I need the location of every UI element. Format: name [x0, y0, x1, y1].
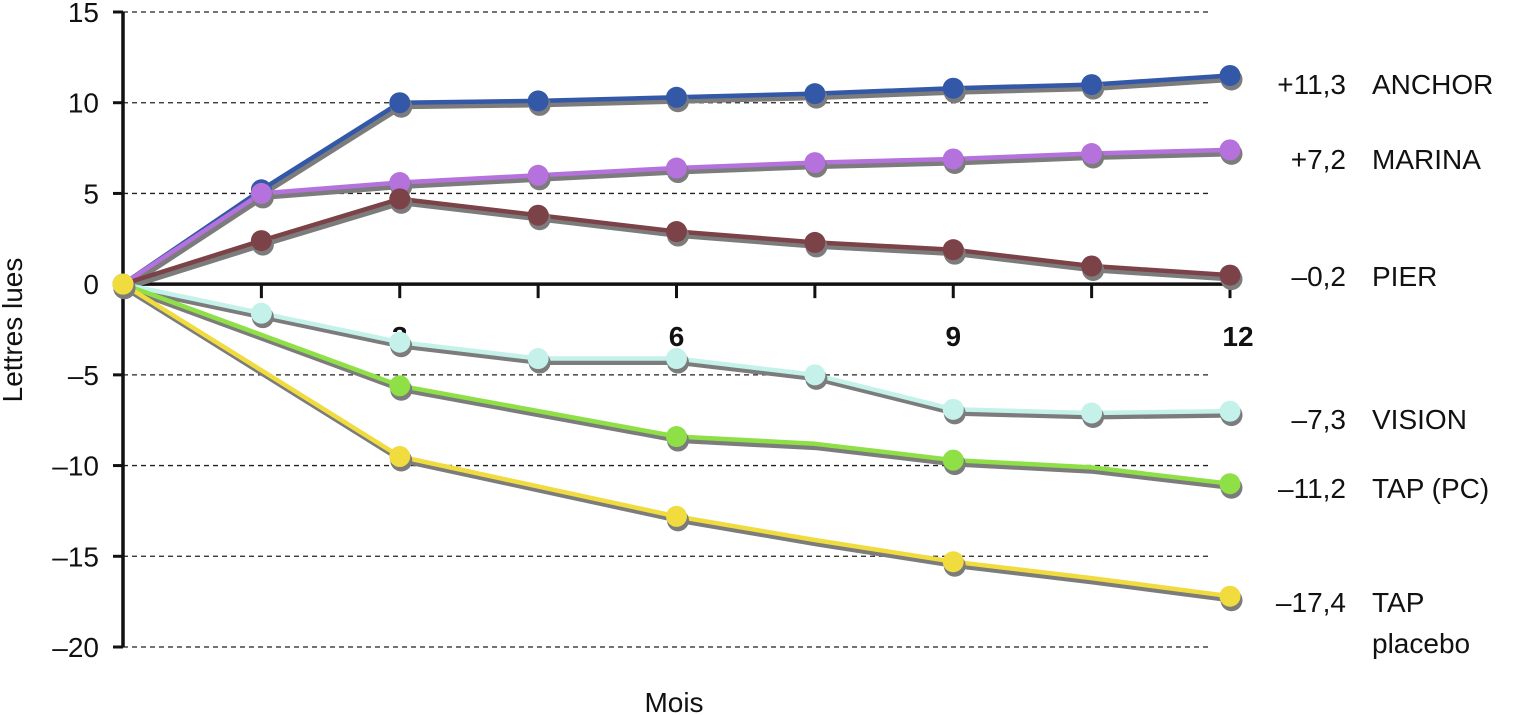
y-tick-label: 0 — [83, 269, 99, 300]
data-point-pier — [527, 204, 549, 226]
y-tick-label: –10 — [52, 451, 99, 482]
data-point-pier — [666, 221, 687, 243]
data-point-vision — [250, 302, 272, 324]
data-point-marina — [804, 152, 826, 174]
x-tick-label: 12 — [1222, 321, 1253, 352]
data-point-vision — [1219, 400, 1241, 422]
data-point-tap-pc — [666, 426, 687, 448]
y-tick-label: –15 — [52, 541, 99, 572]
series-name-anchor: ANCHOR — [1372, 69, 1493, 100]
data-point-anchor — [1219, 65, 1241, 86]
series-lines — [112, 65, 1243, 612]
data-point-anchor — [804, 83, 826, 105]
series-name-pier: PIER — [1372, 261, 1437, 292]
y-tick-label: 15 — [68, 0, 99, 28]
data-point-marina — [666, 157, 687, 179]
series-name-tap-pc: TAP (PC) — [1372, 473, 1489, 504]
data-point-pier — [1081, 255, 1103, 277]
x-axis-title: Mois — [644, 687, 703, 715]
data-point-tap-placebo — [389, 446, 411, 467]
data-point-anchor — [527, 90, 549, 112]
data-point-anchor — [942, 77, 964, 99]
data-point-tap-pc — [389, 375, 411, 397]
data-point-pier — [804, 231, 826, 253]
data-point-anchor — [389, 92, 411, 114]
data-point-vision — [389, 331, 411, 353]
data-point-marina — [942, 148, 964, 170]
gridlines — [123, 11, 1212, 648]
end-value-tap-placebo: –17,4 — [1276, 587, 1346, 618]
x-tick-label: 9 — [945, 321, 961, 352]
data-point-pier — [1219, 264, 1241, 286]
data-point-anchor — [1081, 74, 1103, 96]
y-tick-label: 10 — [68, 88, 99, 119]
data-point-vision — [942, 398, 964, 420]
series-line-tap-pc — [122, 281, 1231, 486]
data-point-vision — [666, 348, 687, 370]
end-value-marina: +7,2 — [1291, 144, 1346, 175]
y-tick-label: –5 — [68, 360, 99, 391]
data-point-marina — [389, 172, 411, 194]
end-labels: +11,3 ANCHOR +7,2 MARINA –0,2 PIER –7,3 VISION –… — [1276, 69, 1493, 659]
end-value-anchor: +11,3 — [1277, 69, 1346, 100]
series-name-vision: VISION — [1372, 404, 1467, 435]
data-point-marina — [527, 164, 549, 186]
data-point-marina — [1219, 139, 1241, 161]
end-value-pier: –0,2 — [1292, 261, 1347, 292]
x-tick-label: 6 — [669, 321, 685, 352]
data-point-tap-placebo — [666, 505, 687, 527]
end-value-vision: –7,3 — [1292, 404, 1347, 435]
series-name-marina: MARINA — [1372, 144, 1481, 175]
y-tick-label: 5 — [83, 178, 99, 209]
series-name-tap-placebo: TAP placebo — [1372, 587, 1470, 659]
data-point-tap-placebo — [1219, 585, 1241, 607]
data-point-anchor — [666, 86, 687, 108]
data-point-marina — [250, 182, 272, 204]
y-axis-title: Lettres lues — [0, 258, 28, 403]
data-point-pier — [942, 239, 964, 261]
data-point-tap-placebo — [112, 273, 134, 295]
data-point-vision — [804, 364, 826, 386]
data-point-tap-pc — [942, 449, 964, 471]
data-point-tap-placebo — [942, 551, 964, 573]
end-value-tap-pc: –11,2 — [1278, 473, 1346, 504]
y-tick-label: –20 — [52, 632, 99, 663]
data-point-vision — [1081, 402, 1103, 424]
data-point-marina — [1081, 143, 1103, 165]
data-point-vision — [527, 348, 549, 370]
data-point-tap-pc — [1219, 473, 1241, 495]
data-point-pier — [250, 230, 272, 252]
data-point-pier — [389, 188, 411, 210]
